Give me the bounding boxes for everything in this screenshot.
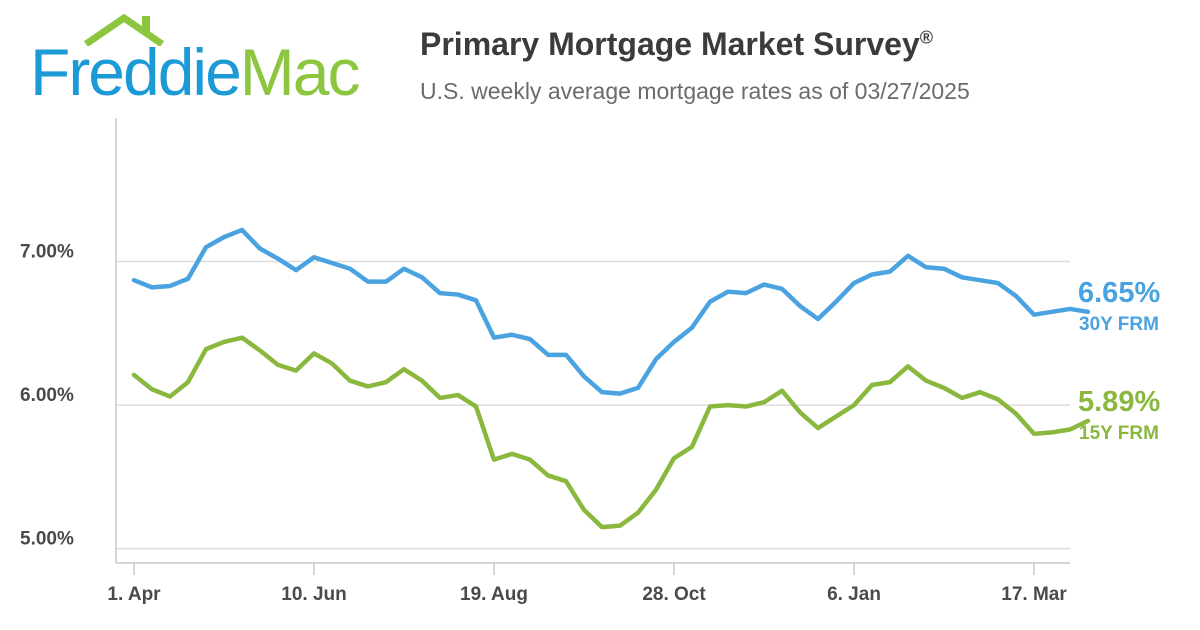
series-line-15y	[131, 335, 1091, 530]
axis-layer	[115, 118, 1070, 575]
logo-mac: Mac	[239, 35, 361, 109]
registered-mark: ®	[919, 27, 934, 48]
series-end-value: 6.65%	[1078, 277, 1160, 309]
x-tick-label: 6. Jan	[827, 584, 881, 605]
chart-title: Primary Mortgage Market Survey®	[420, 26, 933, 63]
x-tick-label: 17. Mar	[1001, 584, 1067, 605]
grid-layer	[116, 260, 1070, 550]
series-line-30y	[131, 227, 1091, 396]
series-layer	[131, 227, 1091, 530]
chart-title-text: Primary Mortgage Market Survey	[420, 26, 920, 62]
x-tick-label: 28. Oct	[642, 584, 706, 605]
x-tick-label: 1. Apr	[107, 584, 161, 605]
series-name-label: 15Y FRM	[1079, 423, 1159, 444]
series-name-label: 30Y FRM	[1079, 314, 1159, 335]
y-tick-label: 7.00%	[20, 242, 74, 263]
y-tick-label: 6.00%	[20, 385, 74, 406]
series-end-value: 5.89%	[1078, 386, 1160, 418]
chart-subtitle: U.S. weekly average mortgage rates as of…	[420, 78, 970, 104]
freddie-mac-logo: FreddieMac	[30, 14, 390, 109]
y-tick-label: 5.00%	[20, 529, 74, 550]
label-layer: 5.00% 6.00% 7.00% 1. Apr 10. Jun 19. Aug 28. O…	[20, 242, 1160, 605]
logo-freddie: Freddie	[30, 35, 242, 109]
logo-wordmark: FreddieMac	[30, 34, 361, 110]
x-tick-label: 19. Aug	[460, 584, 528, 605]
house-roof-icon	[84, 14, 164, 46]
x-tick-label: 10. Jun	[281, 584, 346, 605]
